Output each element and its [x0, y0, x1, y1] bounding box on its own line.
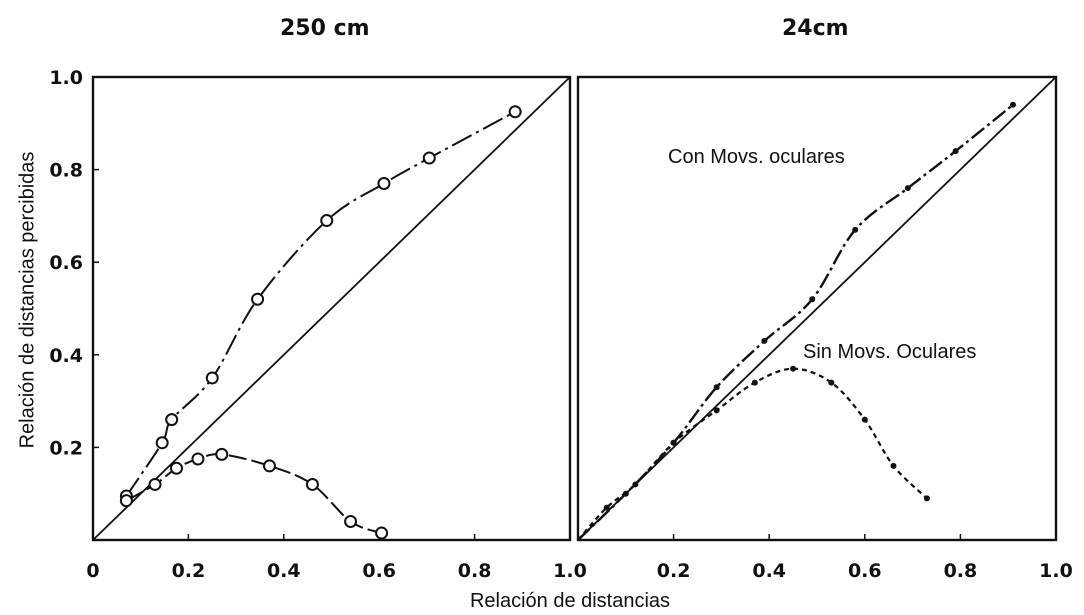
data-point: [632, 481, 639, 488]
y-tick-label: 0.2: [49, 437, 83, 459]
panel-title-24cm: 24cm: [782, 16, 849, 41]
x-tick-label: 0.2: [172, 560, 206, 582]
plot-frame: [576, 75, 1058, 542]
data-point: [923, 495, 930, 502]
data-point: [305, 477, 319, 491]
data-point: [828, 379, 835, 386]
y-axis-label: Relación de distancias percibidas: [16, 151, 39, 449]
data-point: [904, 185, 911, 192]
x-tick-label: 0.8: [944, 560, 978, 582]
annotation-sin-movs: Sin Movs. Oculares: [803, 341, 977, 363]
x-axis-label: Relación de distancias: [469, 590, 671, 612]
data-point: [148, 477, 162, 491]
data-point: [761, 337, 768, 344]
data-point: [191, 452, 205, 466]
panel-title-250cm: 250 cm: [280, 16, 370, 41]
data-point: [251, 292, 265, 306]
data-point: [670, 439, 677, 446]
series-line: [577, 367, 928, 541]
data-point: [165, 413, 179, 427]
data-point: [809, 296, 816, 303]
data-point: [169, 461, 183, 475]
data-point: [344, 514, 358, 528]
data-point: [1009, 101, 1016, 108]
panel-250cm: 0 0.2 0.4 0.6 0.8 1.0 0.2 0.4 0.6 0.8 1.0: [49, 67, 587, 582]
series-line: [125, 453, 382, 535]
y-tick-label: 0.8: [49, 160, 83, 182]
panel-24cm: 0.2 0.4 0.6 0.8 1.0: [576, 75, 1073, 582]
x-tick-label: 1.0: [553, 560, 587, 582]
data-point: [790, 365, 797, 372]
data-point: [377, 176, 391, 190]
x-tick-label: 0: [86, 560, 99, 582]
data-point: [508, 105, 522, 119]
plot-frame: [91, 75, 572, 542]
x-tick-label: 0.6: [848, 560, 882, 582]
data-point: [320, 214, 334, 228]
x-tick-label: 0.2: [657, 560, 691, 582]
data-point: [375, 526, 389, 540]
x-tick-label: 0.6: [362, 560, 396, 582]
data-point: [713, 407, 720, 414]
x-tick-label: 0.4: [267, 560, 301, 582]
x-tick-label: 0.4: [752, 560, 786, 582]
y-tick-label: 0.4: [49, 345, 83, 367]
x-tick-label: 0.8: [458, 560, 492, 582]
y-tick-label: 1.0: [49, 67, 83, 89]
data-point: [205, 371, 219, 385]
data-point: [890, 462, 897, 469]
series-line: [125, 110, 516, 497]
data-point: [422, 151, 436, 165]
data-point: [952, 148, 959, 155]
data-point: [119, 494, 133, 508]
data-point: [861, 416, 868, 423]
x-tick-label: 1.0: [1039, 560, 1073, 582]
data-point: [155, 436, 169, 450]
data-point: [603, 504, 610, 511]
data-point: [215, 447, 229, 461]
annotation-con-movs: Con Movs. oculares: [668, 146, 845, 168]
y-tick-label: 0.6: [49, 252, 83, 274]
identity-line: [577, 76, 1057, 541]
identity-line: [92, 76, 571, 541]
data-point: [751, 379, 758, 386]
data-point: [713, 384, 720, 391]
data-point: [852, 226, 859, 233]
data-point: [262, 459, 276, 473]
